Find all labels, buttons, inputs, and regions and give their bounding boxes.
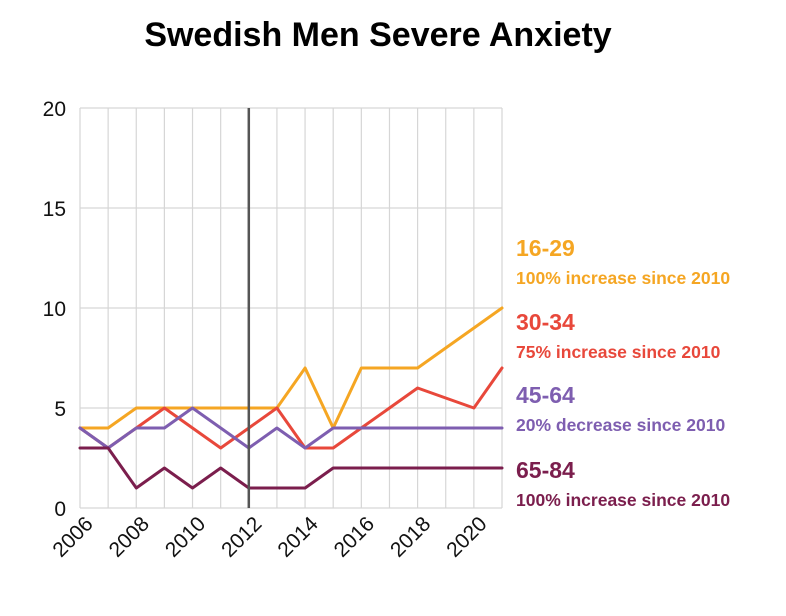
grid: [79, 107, 503, 509]
legend-note: 100% increase since 2010: [516, 268, 730, 288]
y-tick-label: 15: [43, 198, 66, 221]
y-tick-label: 20: [43, 98, 66, 121]
legend-label: 45-64: [516, 382, 575, 408]
y-tick-label: 10: [43, 298, 66, 321]
series-line-30-34: [78, 366, 504, 450]
legend-note: 20% decrease since 2010: [516, 415, 725, 435]
legend-label: 16-29: [516, 235, 575, 261]
x-tick-label: 2008: [105, 512, 154, 561]
legend: 16-29 100% increase since 2010 30-34 75% in…: [516, 235, 730, 510]
x-tick-label: 2018: [386, 512, 435, 561]
x-tick-label: 2014: [273, 512, 323, 562]
series-lines: [78, 108, 504, 508]
x-tick-label: 2010: [161, 512, 210, 561]
legend-label: 65-84: [516, 457, 575, 483]
series-line-65-84: [78, 446, 504, 490]
legend-label: 30-34: [516, 309, 575, 335]
x-tick-label: 2020: [442, 512, 491, 561]
x-tick-label: 2016: [330, 512, 379, 561]
x-tick-label: 2012: [217, 512, 266, 561]
series-line-16-29: [78, 306, 504, 430]
y-tick-label: 5: [54, 398, 66, 421]
series-line-45-64: [78, 406, 504, 450]
chart-title: Swedish Men Severe Anxiety: [144, 16, 611, 54]
legend-note: 75% increase since 2010: [516, 342, 721, 362]
legend-note: 100% increase since 2010: [516, 490, 730, 510]
y-tick-label: 0: [54, 498, 66, 521]
